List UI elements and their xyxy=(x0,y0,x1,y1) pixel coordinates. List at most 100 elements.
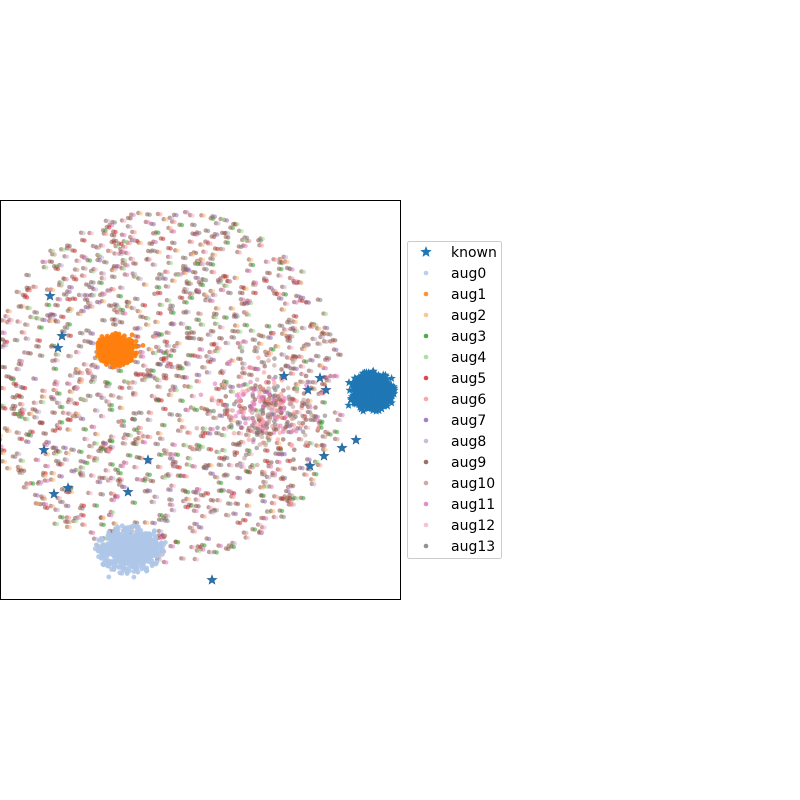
scatter-point-known xyxy=(320,384,332,395)
scatter-point-aug4 xyxy=(50,249,55,254)
scatter-point-aug12 xyxy=(278,273,284,279)
scatter-point-aug2 xyxy=(49,319,54,324)
scatter-point-aug0 xyxy=(132,547,138,552)
scatter-point-aug4 xyxy=(121,266,127,271)
scatter-point-aug12 xyxy=(166,349,172,355)
scatter-point-aug10 xyxy=(145,476,150,482)
scatter-point-aug5 xyxy=(135,334,141,339)
scatter-point-aug0 xyxy=(99,554,105,560)
scatter-point-aug3 xyxy=(252,527,258,532)
scatter-point-aug1 xyxy=(126,343,131,349)
scatter-point-aug6 xyxy=(127,300,132,305)
scatter-point-aug3 xyxy=(39,325,44,330)
scatter-point-aug1 xyxy=(111,333,116,339)
scatter-point-aug3 xyxy=(30,481,36,486)
scatter-point-aug7 xyxy=(174,213,179,218)
scatter-point-known xyxy=(358,376,368,385)
scatter-point-aug13 xyxy=(279,323,285,329)
scatter-point-aug4 xyxy=(197,548,202,554)
scatter-point-aug2 xyxy=(66,451,71,456)
scatter-point-aug6 xyxy=(158,212,163,217)
scatter-point-aug0 xyxy=(149,563,155,569)
scatter-point-aug7 xyxy=(234,314,239,320)
scatter-point-aug11 xyxy=(140,354,146,359)
scatter-point-aug5 xyxy=(216,386,221,392)
scatter-point-aug12 xyxy=(104,476,109,481)
scatter-point-aug8 xyxy=(90,293,95,298)
scatter-point-aug2 xyxy=(275,344,281,349)
scatter-point-aug10 xyxy=(190,291,195,296)
scatter-point-aug8 xyxy=(159,529,164,534)
scatter-point-aug11 xyxy=(45,464,50,469)
axes-frame xyxy=(0,200,401,600)
scatter-point-aug10 xyxy=(178,428,183,434)
scatter-point-aug6 xyxy=(82,522,88,528)
scatter-point-aug8 xyxy=(213,293,218,298)
scatter-point-aug1 xyxy=(131,352,137,358)
scatter-point-aug3 xyxy=(322,400,327,405)
scatter-point-aug12 xyxy=(239,431,244,436)
scatter-point-aug12 xyxy=(106,448,111,453)
scatter-point-aug3 xyxy=(110,407,115,413)
scatter-point-known xyxy=(375,395,384,404)
scatter-point-aug3 xyxy=(189,295,195,301)
scatter-point-aug7 xyxy=(286,489,291,494)
scatter-point-aug0 xyxy=(132,535,137,541)
scatter-point-aug3 xyxy=(175,452,181,457)
scatter-point-aug5 xyxy=(278,446,283,451)
scatter-point-aug9 xyxy=(267,271,272,276)
scatter-point-aug4 xyxy=(41,400,46,405)
scatter-point-aug10 xyxy=(122,261,128,266)
scatter-point-aug11 xyxy=(234,393,240,398)
scatter-point-aug2 xyxy=(296,382,301,387)
scatter-point-aug4 xyxy=(30,315,35,320)
scatter-point-aug10 xyxy=(166,330,172,336)
scatter-point-aug6 xyxy=(275,437,281,442)
scatter-point-aug8 xyxy=(249,488,254,493)
scatter-point-aug10 xyxy=(288,401,293,407)
scatter-point-aug8 xyxy=(232,541,237,546)
scatter-point-aug0 xyxy=(150,549,155,555)
scatter-point-aug12 xyxy=(262,525,267,530)
scatter-point-aug6 xyxy=(279,378,285,383)
scatter-point-aug5 xyxy=(265,459,270,464)
scatter-point-aug6 xyxy=(172,219,177,225)
scatter-point-aug8 xyxy=(207,370,212,375)
scatter-point-aug6 xyxy=(261,370,267,375)
scatter-point-aug6 xyxy=(67,515,72,520)
scatter-point-aug12 xyxy=(68,411,74,417)
scatter-point-aug0 xyxy=(143,567,149,573)
scatter-point-aug13 xyxy=(273,400,279,406)
scatter-point-aug6 xyxy=(82,273,87,279)
scatter-point-aug8 xyxy=(55,507,61,513)
scatter-point-aug0 xyxy=(128,554,134,559)
legend: knownaug0aug1aug2aug3aug4aug5aug6aug7aug… xyxy=(407,241,502,559)
scatter-point-aug8 xyxy=(172,508,177,513)
scatter-point-aug7 xyxy=(324,325,330,331)
scatter-point-aug5 xyxy=(55,266,61,272)
scatter-point-known xyxy=(386,382,396,391)
scatter-point-aug8 xyxy=(74,386,79,391)
scatter-point-aug5 xyxy=(61,314,66,320)
scatter-point-aug13 xyxy=(255,426,261,432)
scatter-point-aug11 xyxy=(283,414,289,420)
scatter-point-aug0 xyxy=(151,537,157,543)
scatter-point-aug3 xyxy=(118,368,124,374)
scatter-point-aug4 xyxy=(94,441,100,446)
scatter-point-aug9 xyxy=(26,285,32,291)
scatter-point-aug4 xyxy=(200,444,206,450)
scatter-point-aug5 xyxy=(158,311,163,316)
scatter-point-aug13 xyxy=(26,273,31,278)
scatter-point-aug10 xyxy=(83,266,88,271)
scatter-point-aug8 xyxy=(64,277,70,282)
scatter-point-aug2 xyxy=(101,515,106,520)
scatter-point-aug1 xyxy=(101,352,107,358)
scatter-point-aug8 xyxy=(17,451,22,457)
scatter-point-aug6 xyxy=(231,494,236,500)
scatter-point-aug6 xyxy=(278,467,283,472)
scatter-point-aug6 xyxy=(246,437,252,443)
scatter-point-aug13 xyxy=(62,329,67,334)
scatter-point-aug6 xyxy=(239,374,244,380)
scatter-point-aug11 xyxy=(184,375,190,380)
scatter-point-aug13 xyxy=(197,447,202,452)
